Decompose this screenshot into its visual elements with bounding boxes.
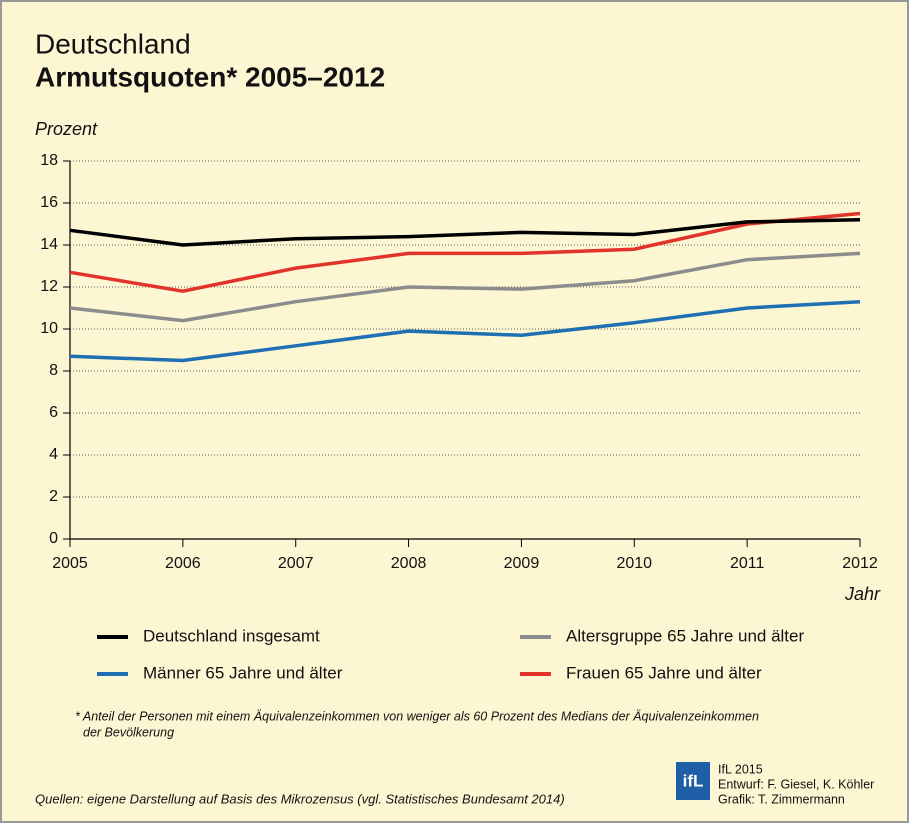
x-tick-label: 2012 [842,555,878,572]
legend-label: Männer 65 Jahre und älter [143,663,343,682]
y-tick-label: 16 [40,194,58,211]
y-tick-label: 0 [49,530,58,547]
y-tick-label: 14 [40,236,58,253]
series-line [69,211,861,293]
logo-text: ifL [683,771,704,790]
y-tick-label: 18 [40,152,58,169]
credit: IfL 2015 [718,762,763,776]
y-tick-label: 12 [40,278,58,295]
credit: Entwurf: F. Giesel, K. Köhler [718,777,874,791]
y-tick-label: 6 [49,404,58,421]
y-tick-label: 2 [49,488,58,505]
legend-label: Deutschland insgesamt [143,626,320,645]
legend-label: Frauen 65 Jahre und älter [566,663,762,682]
chart-subtitle: Armutsquoten* 2005–2012 [35,61,385,92]
x-tick-label: 2007 [278,555,314,572]
source: Quellen: eigene Darstellung auf Basis de… [35,791,565,806]
series-line [69,251,861,323]
x-axis-label: Jahr [844,584,881,604]
x-tick-label: 2009 [504,555,540,572]
logo [676,762,710,800]
x-tick-label: 2010 [616,555,652,572]
x-tick-label: 2008 [391,555,427,572]
legend-label: Altersgruppe 65 Jahre und älter [566,626,804,645]
chart-title: Deutschland [35,28,191,59]
footnote: der Bevölkerung [83,725,174,739]
y-tick-label: 8 [49,362,58,379]
series-line [69,218,861,247]
x-tick-label: 2011 [730,555,765,572]
series-line [69,299,861,363]
y-tick-label: 4 [49,446,58,463]
y-tick-label: 10 [40,320,58,337]
footnote: * Anteil der Personen mit einem Äquivale… [75,709,759,723]
x-tick-label: 2005 [52,555,88,572]
credit: Grafik: T. Zimmermann [718,792,845,806]
y-axis-label: Prozent [35,119,98,139]
x-tick-label: 2006 [165,555,201,572]
